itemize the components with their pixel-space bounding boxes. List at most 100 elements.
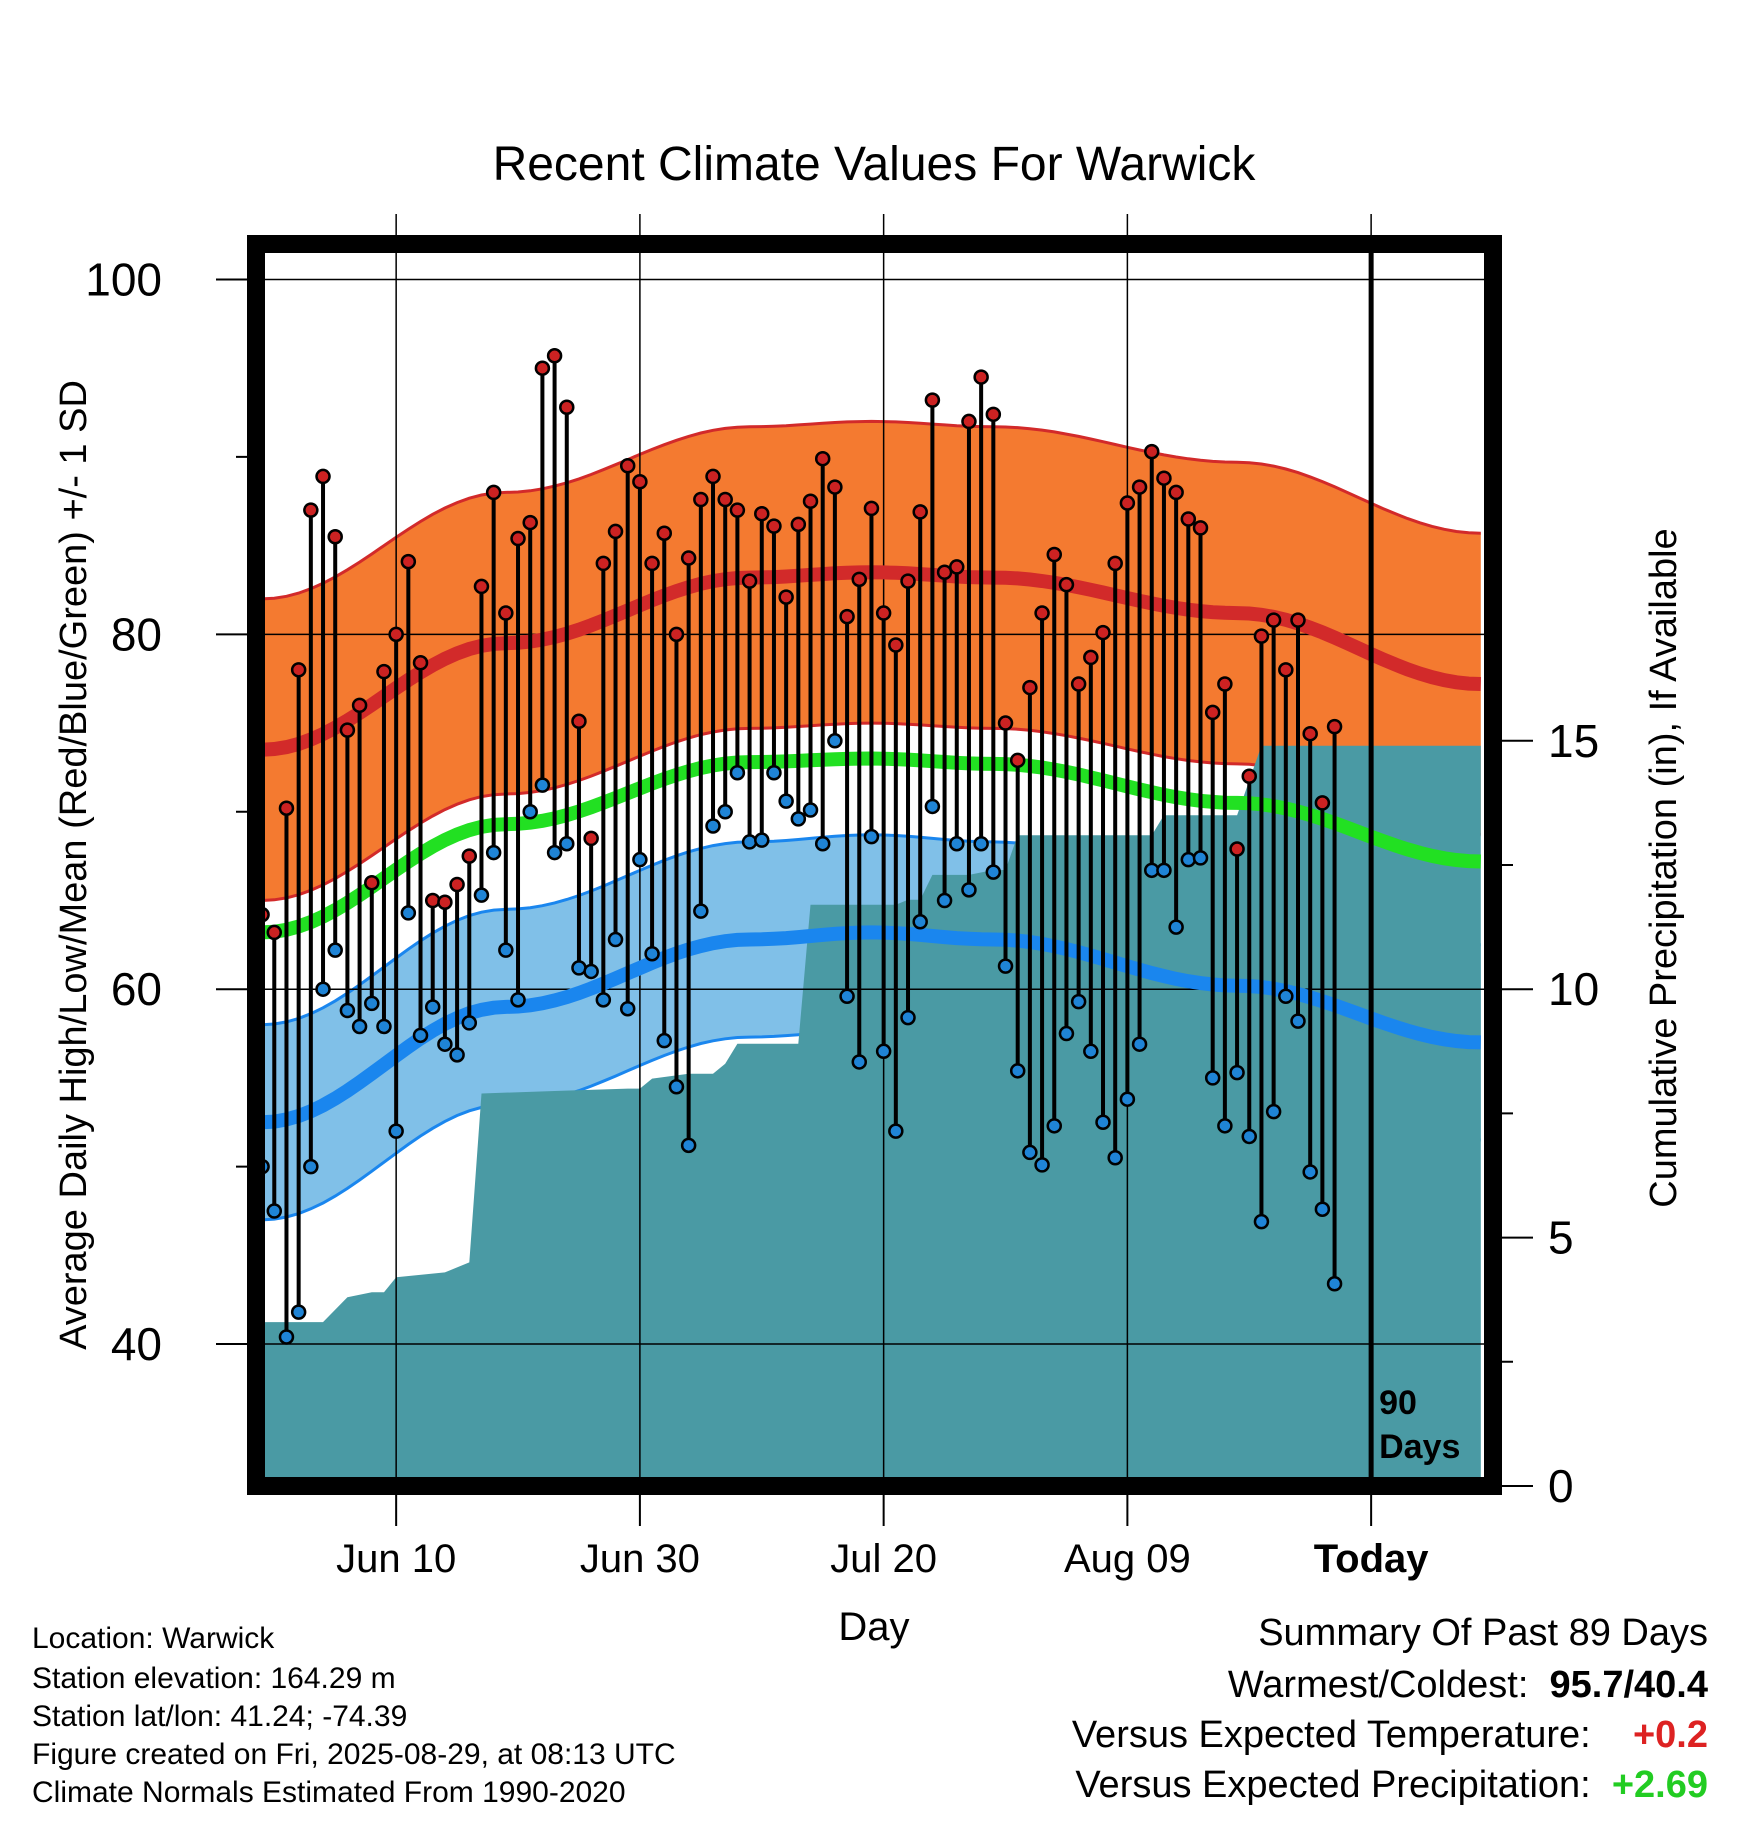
daily-points: [254, 348, 1343, 1345]
high-point: [1107, 555, 1123, 572]
high-point: [814, 450, 831, 467]
low-point: [1070, 993, 1087, 1010]
low-point: [303, 1158, 319, 1175]
low-point: [1192, 850, 1209, 866]
high-point: [1192, 520, 1209, 536]
high-point: [571, 713, 587, 730]
axes: 40 60 80 100 0 5 10 15 Jun 10 Jun 30 Jul 20 Aug 09 T…: [85, 253, 1599, 1581]
high-point: [1265, 612, 1282, 628]
high-point: [376, 663, 392, 680]
high-point: [1144, 443, 1160, 460]
high-point: [790, 516, 807, 533]
low-point: [949, 835, 965, 852]
high-point: [1009, 752, 1026, 769]
high-point: [1034, 605, 1050, 621]
low-point: [583, 963, 599, 980]
low-point: [924, 798, 941, 815]
xtick-label: Today: [1314, 1537, 1430, 1581]
low-point: [632, 851, 648, 868]
high-point: [327, 529, 343, 545]
low-point: [766, 764, 782, 781]
high-point: [961, 413, 977, 430]
low-point: [339, 1002, 356, 1019]
high-point: [729, 502, 746, 518]
low-point: [936, 892, 953, 909]
low-point: [546, 844, 563, 861]
low-point: [485, 844, 502, 861]
low-point: [827, 733, 843, 749]
low-point: [437, 1036, 453, 1052]
low-point: [424, 999, 441, 1015]
high-point: [461, 848, 478, 864]
low-point: [607, 931, 624, 948]
y-axis-title: Average Daily High/Low/Mean (Red/Blue/Gr…: [53, 380, 95, 1350]
high-point: [546, 348, 563, 364]
chart-title: Recent Climate Values For Warwick: [493, 138, 1257, 191]
high-point: [1070, 676, 1087, 692]
high-point: [912, 504, 928, 520]
low-point: [680, 1137, 697, 1154]
high-point: [1314, 795, 1331, 811]
low-point: [1168, 919, 1184, 935]
low-point: [888, 1123, 904, 1139]
low-point: [1022, 1144, 1038, 1161]
high-point: [1083, 649, 1099, 666]
low-point: [400, 905, 417, 921]
low-point: [595, 992, 612, 1008]
high-point: [1229, 841, 1245, 857]
low-point: [1290, 1013, 1306, 1029]
high-point: [888, 637, 904, 653]
y2tick-label-10: 10: [1548, 963, 1599, 1015]
high-point: [364, 874, 380, 891]
high-point: [680, 550, 697, 566]
high-point: [1131, 479, 1148, 495]
chart-text: Recent Climate Values For Warwick Day Aver…: [53, 138, 1685, 1649]
low-point: [1241, 1128, 1258, 1145]
low-point: [1265, 1103, 1282, 1120]
high-point: [1290, 612, 1306, 628]
low-point: [388, 1123, 404, 1139]
low-point: [997, 958, 1014, 974]
low-point: [534, 777, 551, 793]
high-point: [705, 468, 721, 485]
high-point: [632, 474, 648, 490]
y2tick-label-15: 15: [1548, 715, 1599, 767]
low-point: [900, 1009, 916, 1026]
summary-warmest-coldest: Warmest/Coldest: 95.7/40.4: [1228, 1664, 1708, 1707]
high-point: [437, 894, 453, 911]
info-latlon: Station lat/lon: 41.24; -74.39: [32, 1700, 408, 1733]
high-point: [863, 500, 880, 517]
summary-heading: Summary Of Past 89 Days: [1258, 1612, 1708, 1654]
low-point: [644, 945, 660, 962]
high-point: [534, 360, 551, 376]
high-point: [1022, 679, 1038, 696]
high-point: [351, 697, 368, 714]
high-point: [278, 800, 295, 816]
y2-axis-title: Cumulative Precipitation (in), If Availa…: [1643, 528, 1685, 1207]
high-point: [839, 608, 855, 625]
high-point: [1278, 662, 1294, 678]
low-point: [863, 828, 880, 845]
low-point: [1083, 1043, 1099, 1060]
high-point: [290, 662, 307, 678]
low-point: [1229, 1064, 1245, 1081]
low-point: [985, 864, 1002, 880]
high-upper-edge: [262, 419, 1481, 601]
info-normals-source: Climate Normals Estimated From 1990-2020: [32, 1776, 626, 1809]
low-point: [449, 1047, 465, 1063]
low-point: [814, 835, 831, 852]
low-point: [1302, 1164, 1318, 1180]
high-point: [644, 555, 660, 572]
low-point: [717, 804, 733, 820]
high-point: [936, 564, 953, 580]
high-point: [400, 553, 417, 570]
high-point: [900, 573, 916, 589]
high-point: [522, 514, 538, 531]
high-point: [449, 876, 465, 893]
high-point: [388, 626, 404, 643]
high-point: [851, 571, 868, 588]
high-point: [949, 559, 965, 575]
low-point: [559, 835, 575, 852]
summary-temp: Versus Expected Temperature: +0.2: [1072, 1714, 1708, 1757]
high-point: [412, 654, 429, 671]
